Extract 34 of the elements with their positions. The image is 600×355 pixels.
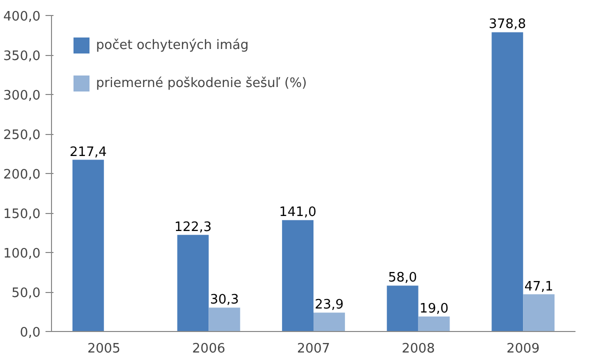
data-label: 19,0 [420, 301, 448, 316]
bar [523, 294, 555, 332]
bar [418, 316, 450, 332]
data-label: 23,9 [314, 298, 344, 313]
data-label: 58,0 [388, 270, 418, 286]
bar [492, 32, 524, 332]
data-label: 30,3 [210, 292, 239, 308]
data-label: 47,1 [524, 279, 554, 294]
y-tick-label: 50,0 [12, 286, 41, 301]
data-label: 217,4 [70, 144, 107, 160]
x-tick-label: 2008 [402, 342, 435, 355]
data-label: 141,0 [279, 205, 316, 220]
data-label: 122,3 [174, 220, 212, 235]
bar [208, 308, 240, 332]
legend-label: počet ochytených imág [96, 38, 249, 52]
y-tick-label: 400,0 [3, 10, 40, 24]
y-tick-label: 350,0 [3, 49, 40, 64]
y-tick-label: 200,0 [3, 168, 40, 182]
y-tick-label: 100,0 [3, 246, 40, 262]
y-tick-label: 150,0 [3, 207, 40, 222]
legend-label: priemerné poškodenie šešuľ (%) [96, 76, 307, 90]
bar [72, 160, 104, 332]
bar [386, 286, 418, 332]
data-label: 378,8 [488, 17, 526, 32]
x-tick-label: 2005 [87, 342, 120, 355]
bar [282, 220, 314, 332]
y-tick-label: 0,0 [20, 326, 41, 340]
bar [177, 234, 209, 332]
y-tick-label: 300,0 [3, 88, 40, 104]
x-tick-label: 2006 [192, 342, 226, 355]
bar [314, 312, 345, 332]
x-tick-label: 2007 [296, 342, 330, 355]
y-tick-label: 250,0 [3, 128, 40, 143]
x-tick-label: 2009 [506, 342, 540, 355]
